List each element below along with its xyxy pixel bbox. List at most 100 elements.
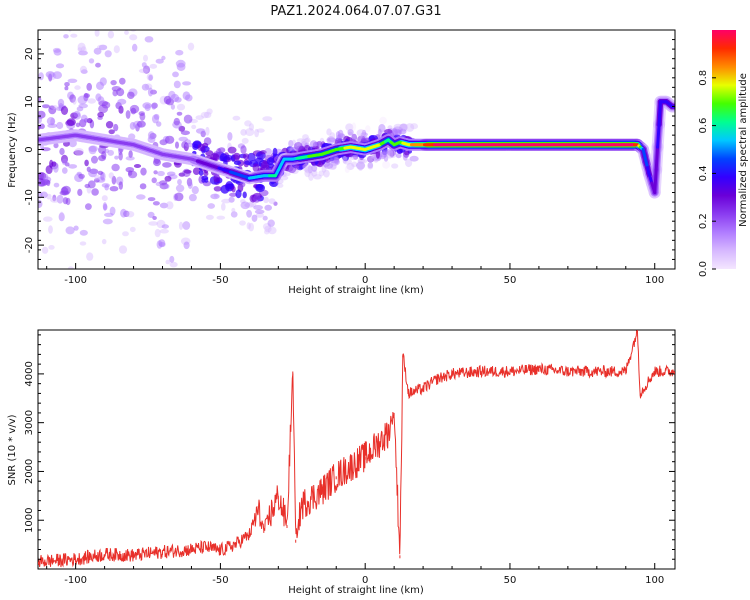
spectrogram-cell: [254, 128, 259, 138]
spectrogram-cell: [70, 33, 78, 38]
spectrogram-cell: [230, 211, 238, 218]
spectrogram-cell: [344, 165, 350, 173]
spectrogram-cell: [147, 197, 156, 202]
spectrogram-cell: [80, 69, 88, 74]
spectrogram-cell: [267, 219, 275, 227]
spectrogram-cell: [410, 123, 418, 130]
spectrogram-cell: [240, 199, 246, 204]
spectrogram-cell: [326, 128, 332, 136]
spectrogram-cell: [203, 111, 212, 119]
spectrogram-cell: [153, 170, 158, 175]
spectrogram-cell: [104, 275, 112, 282]
spectrogram-cell: [39, 172, 45, 179]
spectrogram-cell: [248, 123, 254, 131]
spectrogram-cell: [86, 82, 92, 91]
spectrogram-ridge: [38, 95, 675, 199]
spectrogram-cell: [85, 203, 92, 211]
spectrogram-cell: [296, 138, 306, 143]
spectrogram-cell: [347, 129, 354, 136]
spectrogram-cell: [93, 178, 100, 183]
spectrogram-cell: [62, 167, 68, 174]
spectrogram-cell: [147, 136, 156, 143]
spectrogram-cell: [176, 62, 186, 71]
spectrogram-cell: [97, 96, 105, 104]
spectrogram-cell: [77, 188, 83, 196]
spectrogram-cell: [353, 154, 359, 160]
spectrogram-cell: [102, 218, 113, 225]
spectrogram-cell: [113, 123, 119, 132]
spectrogram-cell: [379, 116, 387, 125]
spectrogram-cell: [56, 121, 64, 130]
spectrogram-cell: [360, 132, 368, 137]
spectrogram-cell: [262, 223, 272, 231]
spectrogram-cell: [294, 164, 300, 170]
spectrogram-cell: [94, 30, 100, 37]
spectrogram-cell: [405, 158, 413, 168]
spectrogram-cell: [61, 158, 68, 166]
spectrogram-cell: [175, 184, 185, 193]
spectrogram-cell: [74, 85, 81, 90]
spectrogram-cell: [63, 34, 69, 39]
spectrogram-cell: [117, 98, 127, 105]
spectrogram-cell: [80, 46, 87, 55]
spectrogram-cell: [48, 225, 53, 234]
spectrogram-cell: [128, 6, 134, 11]
spectrogram-cell: [120, 208, 127, 218]
spectrogram-cell: [111, 163, 120, 172]
spectrogram-cell: [246, 209, 253, 218]
spectrogram-cell: [264, 148, 272, 156]
spectrogram-cell: [391, 163, 399, 169]
spectrogram-cell: [242, 191, 247, 199]
spectrogram-cell: [239, 181, 246, 188]
spectrogram-cell: [76, 106, 84, 112]
spectrogram-cell: [323, 162, 334, 169]
y-tick-label: -10: [24, 189, 35, 205]
spectrogram-cell: [45, 22, 50, 27]
spectrogram-cell: [143, 54, 148, 62]
spectrogram-cell: [83, 93, 90, 98]
spectrogram-cell: [264, 225, 272, 233]
colorbar: 0.0 0.2 0.4 0.6 0.8 Normalized spectral ampl…: [698, 30, 749, 277]
spectrogram-cell: [164, 175, 172, 182]
spectrogram-cell: [239, 220, 246, 226]
spectrogram-cell: [351, 161, 358, 168]
spectrogram-cell: [294, 142, 303, 151]
spectrogram-cell: [142, 65, 151, 74]
spectrogram-cell: [212, 153, 218, 161]
spectrogram-cell: [245, 128, 255, 137]
spectrogram-cell: [392, 128, 402, 136]
spectrogram-cell: [174, 192, 184, 202]
spectrogram-cell: [213, 186, 222, 192]
snr-panel: -100 -50 0 50 100 1000 2000 3000 4000 Height of…: [7, 329, 676, 596]
spectrogram-cell: [216, 215, 226, 220]
spectrogram-cell: [84, 183, 91, 189]
x-tick-label: -50: [212, 575, 228, 586]
spectrogram-cell: [241, 137, 249, 144]
spectrogram-cell: [154, 228, 161, 238]
spectrogram-cell: [276, 183, 284, 188]
spectrogram-cell: [132, 43, 138, 52]
spectrogram-cell: [227, 132, 233, 141]
spectrogram-cell: [172, 71, 179, 78]
x-tick-label: 50: [504, 275, 517, 286]
spectrogram-cell: [107, 149, 114, 156]
spectrogram-cell: [248, 222, 254, 232]
spectrogram-cell: [268, 198, 276, 205]
spectrogram-cell: [72, 98, 77, 105]
spectrogram-cell: [97, 170, 104, 175]
snr-y-label: SNR (10 * v/v): [7, 414, 18, 485]
spectrogram-cell: [118, 284, 127, 290]
spectrogram-cell: [69, 18, 76, 27]
spectrogram-cell: [159, 228, 169, 234]
spectrogram-ridge-segment: [657, 100, 662, 126]
spectrogram-cell: [165, 259, 171, 265]
spectrogram-cell: [337, 129, 344, 138]
spectrogram-cell: [304, 166, 314, 174]
spectrogram-cell: [133, 164, 142, 168]
spectrogram-cell: [246, 222, 251, 230]
spectrogram-cell: [347, 131, 353, 137]
spectrogram-cell: [77, 42, 86, 52]
spectrogram-cell: [128, 150, 133, 159]
y-tick-label: 1000: [24, 507, 35, 532]
spectrogram-cell: [302, 163, 311, 172]
